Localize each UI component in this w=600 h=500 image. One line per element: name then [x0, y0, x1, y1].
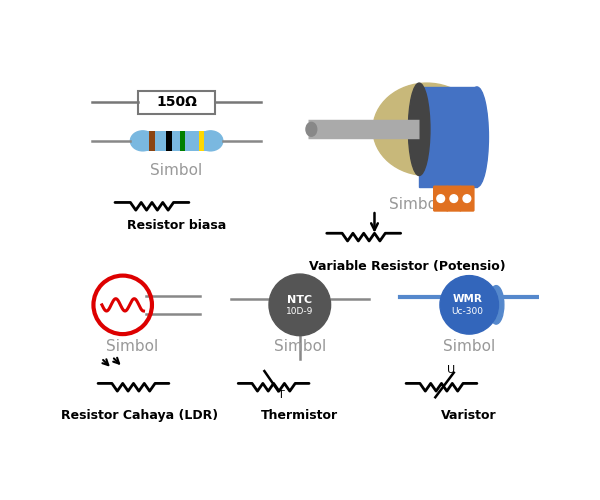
Circle shape [440, 276, 499, 334]
Circle shape [450, 194, 458, 202]
Text: Simbol: Simbol [389, 198, 442, 212]
FancyBboxPatch shape [446, 186, 461, 212]
Text: Resistor Cahaya (LDR): Resistor Cahaya (LDR) [61, 409, 218, 422]
Text: Simbol: Simbol [151, 162, 203, 178]
Text: Simbol: Simbol [443, 339, 496, 354]
Text: Variable Resistor (Potensio): Variable Resistor (Potensio) [309, 260, 506, 273]
Text: Thermistor: Thermistor [261, 409, 338, 422]
Ellipse shape [130, 131, 155, 151]
Bar [140, 131, 214, 151]
Circle shape [269, 274, 331, 336]
Bar [138, 91, 215, 114]
Circle shape [437, 194, 445, 202]
Ellipse shape [306, 122, 317, 136]
Bar [419, 87, 477, 187]
Text: Uc-300: Uc-300 [452, 306, 484, 316]
Ellipse shape [409, 83, 430, 176]
Ellipse shape [488, 286, 504, 324]
Text: 10D-9: 10D-9 [286, 308, 313, 316]
Ellipse shape [466, 87, 488, 187]
Text: Resistor biasa: Resistor biasa [127, 219, 226, 232]
Circle shape [94, 276, 152, 334]
FancyBboxPatch shape [433, 186, 448, 212]
Ellipse shape [198, 131, 223, 151]
Text: 150Ω: 150Ω [156, 96, 197, 110]
Text: Simbol: Simbol [274, 339, 326, 354]
Text: U: U [446, 364, 455, 374]
Ellipse shape [373, 83, 481, 176]
Circle shape [463, 194, 471, 202]
Ellipse shape [124, 280, 148, 330]
FancyBboxPatch shape [459, 186, 475, 212]
Bar [166, 131, 172, 151]
Bar [199, 131, 204, 151]
Text: T: T [278, 390, 284, 400]
Text: Simbol: Simbol [106, 339, 158, 354]
Bar [149, 131, 155, 151]
Text: Varistor: Varistor [442, 409, 497, 422]
Bar [180, 131, 185, 151]
Text: NTC: NTC [287, 295, 313, 305]
Text: WMR: WMR [453, 294, 482, 304]
